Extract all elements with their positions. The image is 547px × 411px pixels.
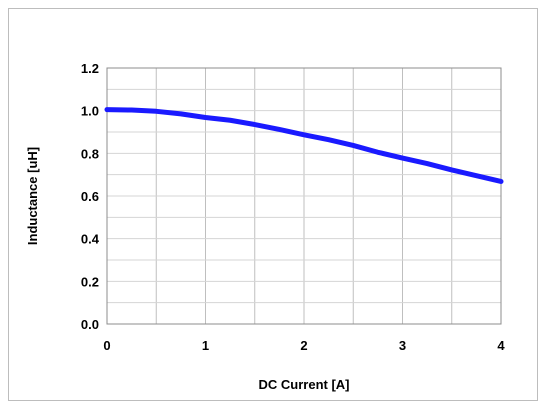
y-tick-label: 0.0 — [81, 317, 99, 332]
y-tick-label: 0.8 — [81, 146, 99, 161]
y-tick-label: 0.6 — [81, 189, 99, 204]
chart-frame — [8, 8, 538, 401]
x-axis-label: DC Current [A] — [259, 377, 350, 392]
y-axis-ticks: 0.0 0.2 0.4 0.6 0.8 1.0 1.2 — [81, 61, 100, 332]
x-tick-label: 3 — [399, 338, 406, 353]
y-axis-label: Inductance [uH] — [25, 147, 40, 245]
x-tick-label: 4 — [497, 338, 505, 353]
y-tick-label: 0.4 — [81, 232, 100, 247]
y-tick-label: 1.0 — [81, 104, 99, 119]
y-tick-label: 1.2 — [81, 61, 99, 76]
x-tick-label: 1 — [202, 338, 209, 353]
plot-area — [106, 67, 502, 325]
x-tick-label: 0 — [103, 338, 110, 353]
y-tick-label: 0.2 — [81, 274, 99, 289]
x-tick-label: 2 — [300, 338, 307, 353]
series-layer — [104, 107, 504, 184]
x-axis-ticks: 0 1 2 3 4 — [103, 338, 505, 353]
series-line — [104, 107, 504, 184]
grid — [106, 67, 502, 325]
